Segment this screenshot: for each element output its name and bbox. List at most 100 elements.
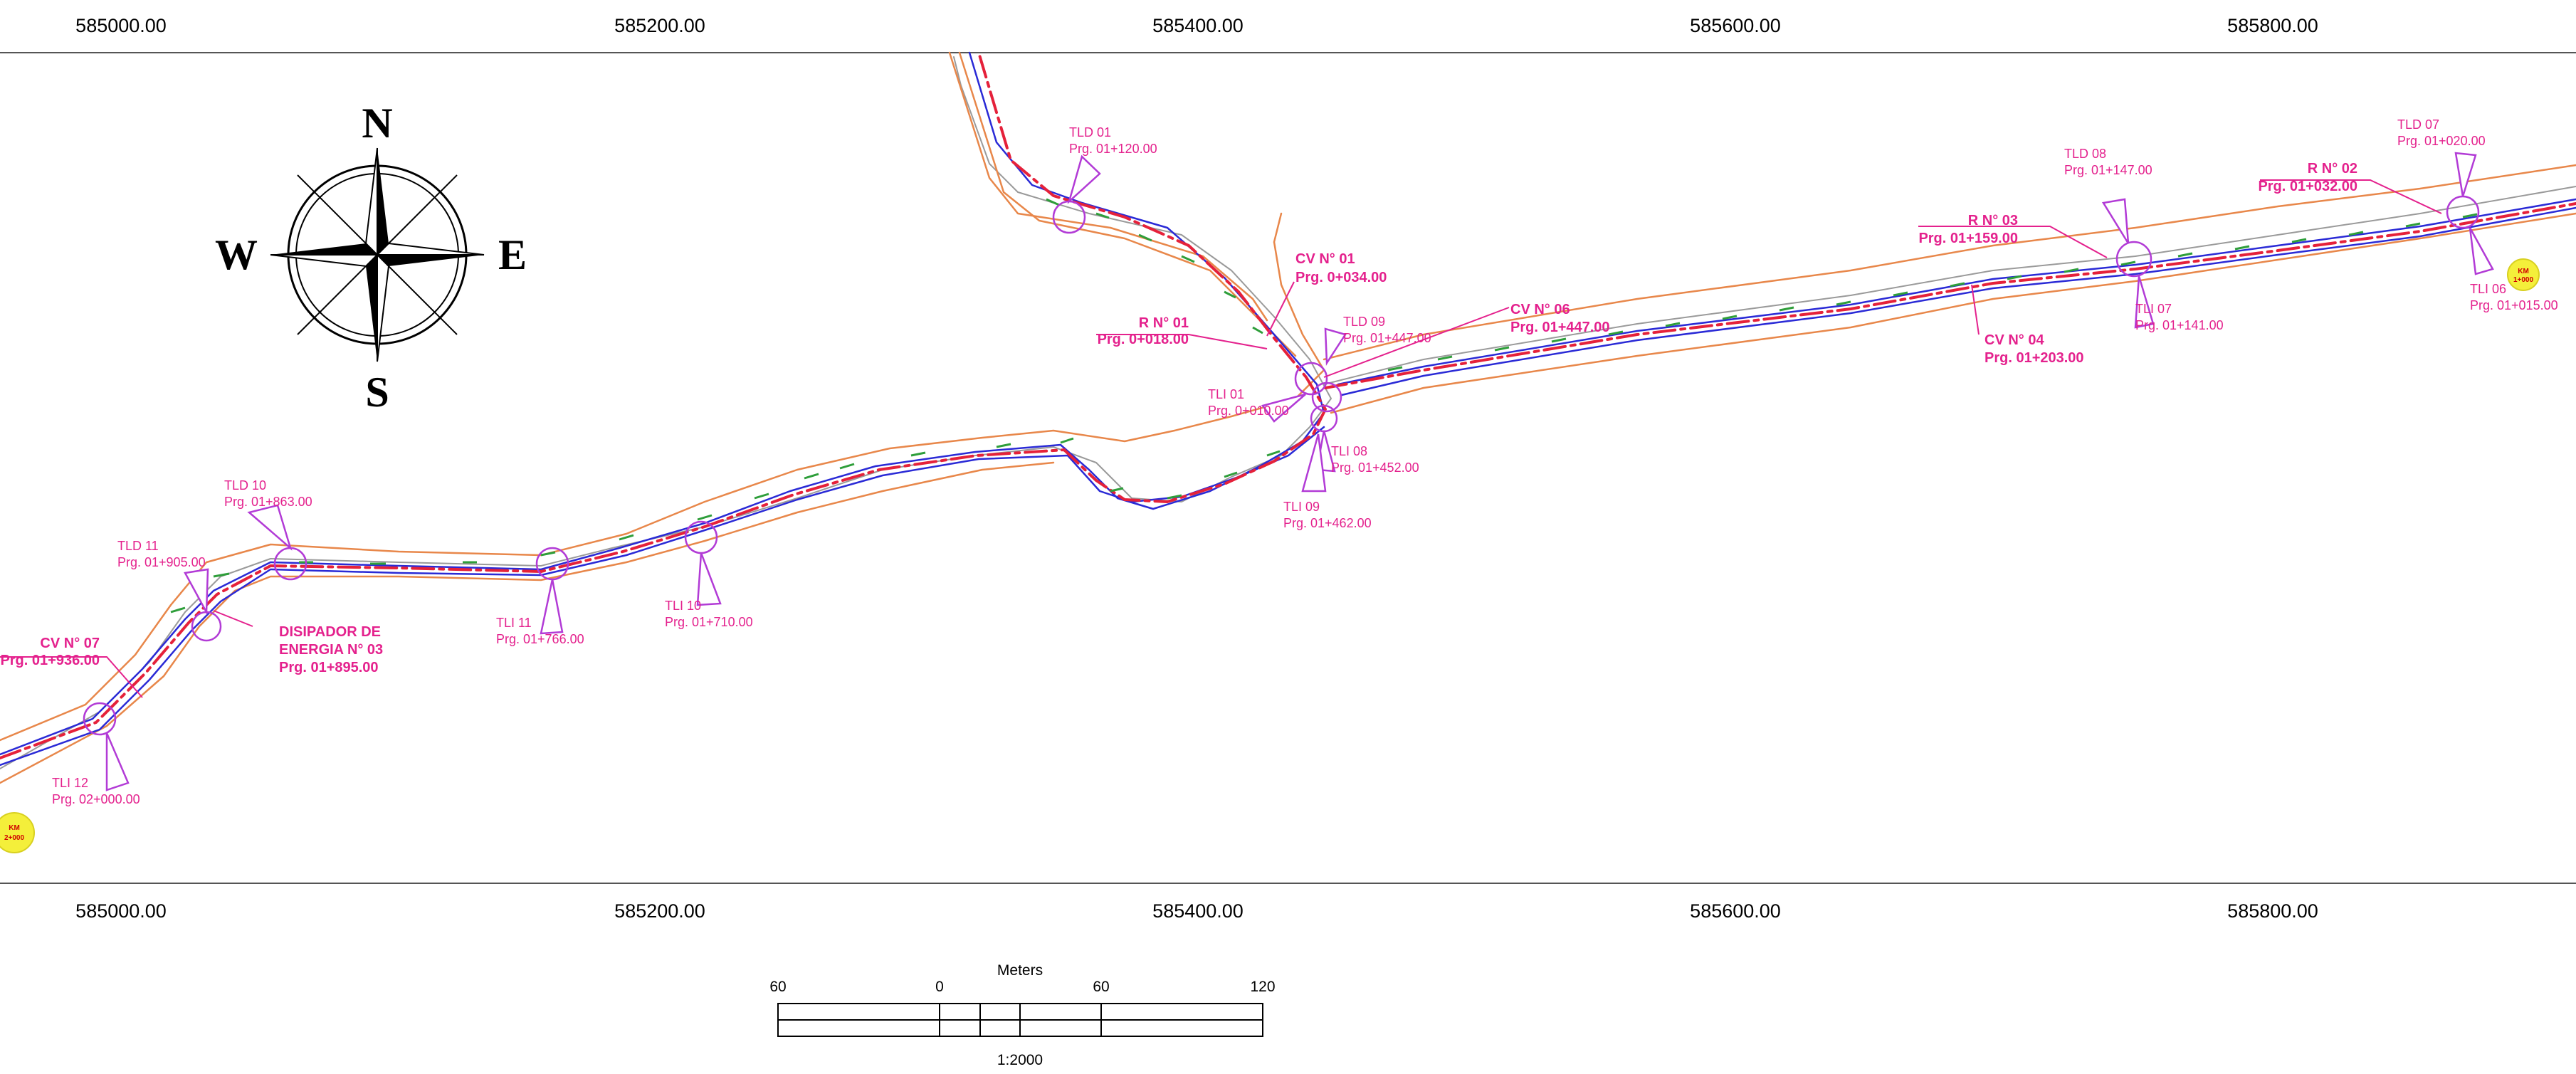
label-tli10-name: TLI 10 [665, 599, 701, 613]
label-cv04-name: CV N° 04 [1984, 332, 2044, 348]
label-disipador-line1: DISIPADOR DE [279, 624, 381, 640]
top-coord-label: 585600.00 [1690, 15, 1781, 36]
label-tld08: TLD 08 Prg. 01+147.00 [2064, 147, 2152, 177]
label-tld01-prg: Prg. 01+120.00 [1069, 142, 1157, 156]
road-edge-right [0, 206, 2576, 767]
compass-east-label: E [498, 231, 527, 278]
label-tli01-name: TLI 01 [1208, 387, 1244, 401]
label-tli12-prg: Prg. 02+000.00 [52, 792, 140, 806]
label-r01: R N° 01 Prg. 0+018.00 [1098, 315, 1189, 347]
km-marker-1: KM 1+000 [2507, 258, 2540, 291]
label-tld11-prg: Prg. 01+905.00 [117, 555, 206, 569]
label-tld09-name: TLD 09 [1343, 315, 1385, 329]
label-tli07-name: TLI 07 [2135, 302, 2172, 316]
top-coord-label: 585000.00 [75, 15, 167, 36]
road-centerline [0, 51, 2576, 759]
scale-bar-graphic [777, 1003, 1263, 1037]
km-marker-2-line1: KM [9, 824, 20, 832]
label-r03-name: R N° 03 [1968, 213, 2018, 228]
compass-west-label: W [215, 231, 258, 278]
scale-bar: Meters 60 0 60 120 1:2000 [769, 962, 1275, 1068]
label-tli06: TLI 06 Prg. 01+015.00 [2470, 282, 2558, 312]
bottom-coord-label: 585000.00 [75, 900, 167, 922]
compass-rose: N S E W [215, 100, 527, 416]
marker-circles [83, 195, 2480, 736]
label-tli11: TLI 11 Prg. 01+766.00 [496, 616, 584, 646]
label-tli08-prg: Prg. 01+452.00 [1331, 460, 1419, 475]
label-r02-prg: Prg. 01+032.00 [2258, 179, 2357, 194]
label-cv07-name: CV N° 07 [40, 636, 100, 651]
road-edge-left [0, 51, 2576, 756]
leader-lines [0, 179, 2442, 698]
label-tli12: TLI 12 Prg. 02+000.00 [52, 776, 140, 806]
compass-south-label: S [365, 369, 389, 416]
km-marker-1-line1: KM [2518, 268, 2529, 275]
scale-tick-label: 120 [1250, 979, 1275, 995]
label-r02: R N° 02 Prg. 01+032.00 [2258, 161, 2357, 194]
terrain-edge-lower [0, 51, 2576, 784]
label-tld09: TLD 09 Prg. 01+447.00 [1343, 315, 1431, 345]
top-coord-label: 585400.00 [1152, 15, 1244, 36]
label-tli01-prg: Prg. 0+010.00 [1208, 404, 1289, 418]
top-coord-label: 585200.00 [614, 15, 705, 36]
label-r02-name: R N° 02 [2308, 161, 2357, 177]
compass-north-label: N [362, 100, 392, 147]
label-r01-name: R N° 01 [1139, 315, 1189, 331]
label-tli06-prg: Prg. 01+015.00 [2470, 298, 2558, 312]
label-tld08-prg: Prg. 01+147.00 [2064, 163, 2152, 177]
label-cv06-name: CV N° 06 [1510, 302, 1570, 317]
terrain-lines [0, 56, 2576, 769]
top-coord-label: 585800.00 [2227, 15, 2318, 36]
label-tli06-name: TLI 06 [2470, 282, 2506, 296]
label-tli09-prg: Prg. 01+462.00 [1283, 516, 1372, 530]
label-r01-prg: Prg. 0+018.00 [1098, 332, 1189, 347]
km-marker-1-line2: 1+000 [2513, 276, 2534, 284]
label-tld11-name: TLD 11 [117, 539, 159, 553]
direction-arrows [105, 152, 2494, 791]
scale-tick-label: 60 [1093, 979, 1109, 995]
label-tli10: TLI 10 Prg. 01+710.00 [665, 599, 753, 629]
label-tli07-prg: Prg. 01+141.00 [2135, 318, 2224, 332]
label-cv06: CV N° 06 Prg. 01+447.00 [1510, 302, 1610, 335]
label-tld09-prg: Prg. 01+447.00 [1343, 331, 1431, 345]
label-tli08: TLI 08 Prg. 01+452.00 [1331, 444, 1419, 475]
label-tld07-prg: Prg. 01+020.00 [2397, 134, 2486, 148]
label-r03-prg: Prg. 01+159.00 [1918, 231, 2018, 246]
label-tld10: TLD 10 Prg. 01+863.00 [224, 478, 312, 509]
compass-star [270, 147, 485, 362]
scale-tick-label: 60 [769, 979, 786, 995]
label-tld07-name: TLD 07 [2397, 117, 2439, 132]
label-tli12-name: TLI 12 [52, 776, 88, 790]
label-cv04: CV N° 04 Prg. 01+203.00 [1984, 332, 2084, 366]
km-marker-2: KM 2+000 [0, 812, 35, 853]
label-tld07: TLD 07 Prg. 01+020.00 [2397, 117, 2486, 148]
label-cv07: CV N° 07 Prg. 01+936.00 [0, 636, 100, 668]
scale-title: Meters [997, 962, 1043, 979]
label-cv07-prg: Prg. 01+936.00 [0, 653, 100, 668]
bottom-coord-label: 585400.00 [1152, 900, 1244, 922]
label-tld11: TLD 11 Prg. 01+905.00 [117, 539, 206, 569]
km-marker-2-line2: 2+000 [4, 834, 25, 842]
label-tli07: TLI 07 Prg. 01+141.00 [2135, 302, 2224, 332]
label-tli10-prg: Prg. 01+710.00 [665, 615, 753, 629]
label-tli01: TLI 01 Prg. 0+010.00 [1208, 387, 1289, 418]
label-cv01-name: CV N° 01 [1295, 251, 1355, 267]
label-r03: R N° 03 Prg. 01+159.00 [1918, 213, 2018, 246]
label-cv06-prg: Prg. 01+447.00 [1510, 320, 1610, 335]
label-tli08-name: TLI 08 [1331, 444, 1367, 458]
annotation-labels: TLD 01 Prg. 01+120.00 CV N° 01 Prg. 0+03… [0, 117, 2557, 806]
bottom-coord-label: 585200.00 [614, 900, 705, 922]
road-alignment [0, 51, 2576, 784]
label-disipador-prg: Prg. 01+895.00 [279, 660, 379, 675]
label-disipador: DISIPADOR DE ENERGIA N° 03 Prg. 01+895.0… [279, 624, 383, 675]
scale-ratio: 1:2000 [997, 1052, 1043, 1068]
label-disipador-line2: ENERGIA N° 03 [279, 642, 383, 658]
label-tli09-name: TLI 09 [1283, 500, 1320, 514]
label-tld01: TLD 01 Prg. 01+120.00 [1069, 125, 1157, 156]
bottom-coordinate-axis: 585000.00 585200.00 585400.00 585600.00 … [75, 900, 2318, 922]
bottom-coord-label: 585800.00 [2227, 900, 2318, 922]
label-tli11-name: TLI 11 [496, 616, 532, 630]
label-tld10-prg: Prg. 01+863.00 [224, 495, 312, 509]
top-coordinate-axis: 585000.00 585200.00 585400.00 585600.00 … [75, 15, 2318, 36]
